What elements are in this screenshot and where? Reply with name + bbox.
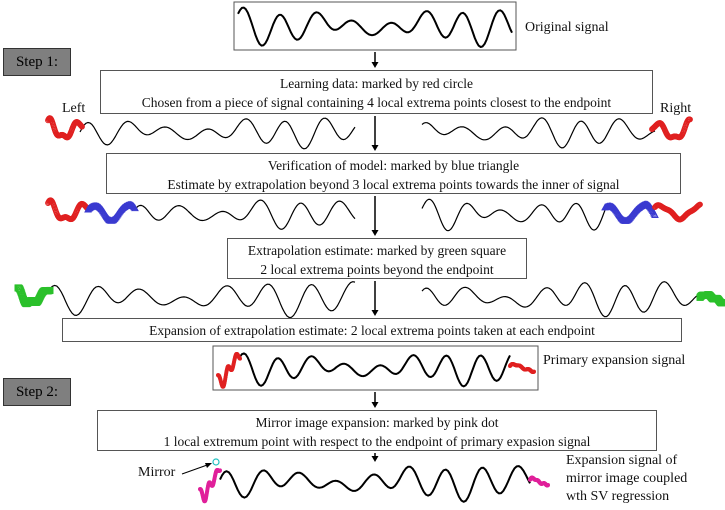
- verification-box: Verification of model: marked by blue tr…: [106, 153, 681, 194]
- primary-expansion-label: Primary expansion signal: [543, 353, 686, 368]
- step-2-label: Step 2:: [15, 384, 59, 400]
- pink-dot-marker: [218, 468, 222, 473]
- right-signal-row1: [421, 117, 656, 149]
- mirror-point-marker: [212, 458, 220, 466]
- verify-line-1: Verification of model: marked by blue tr…: [267, 158, 520, 173]
- red-circle-marker: [687, 116, 693, 123]
- primary-expansion-wave: [239, 352, 511, 388]
- mirror-expansion-box: Mirror image expansion: marked by pink d…: [97, 410, 657, 451]
- arrow-6-head: [371, 456, 379, 462]
- left-signal-row3: [47, 281, 356, 319]
- left-label: Left: [62, 101, 86, 116]
- learning-line-1: Learning data: marked by red circle: [279, 76, 474, 91]
- original-signal-wave: [237, 6, 513, 48]
- arrow-1-head: [371, 62, 379, 68]
- pink-dot-marker: [546, 483, 550, 488]
- red-dot-marker: [532, 369, 536, 374]
- mirror-line-1: Mirror image expansion: marked by pink d…: [255, 415, 499, 430]
- arrow-4-head: [371, 310, 379, 316]
- right-label: Right: [660, 101, 692, 116]
- expansion-box: Expansion of extrapolation estimate: 2 l…: [62, 318, 682, 342]
- arrow-5-head: [371, 402, 379, 408]
- red-dot-marker: [238, 356, 242, 361]
- original-signal-frame: [233, 1, 517, 51]
- verify-line-2: Estimate by extrapolation beyond 3 local…: [167, 177, 620, 192]
- arrow-3-head: [371, 230, 379, 236]
- mirror-label: Mirror: [138, 465, 176, 480]
- right-signal-row3: [421, 281, 701, 318]
- final-label-line-1: Expansion signal of: [566, 453, 678, 468]
- arrow-2-head: [371, 145, 379, 151]
- red-circle-marker: [697, 201, 703, 208]
- green-square-marker: [46, 286, 54, 294]
- extrapolation-box: Extrapolation estimate: marked by green …: [227, 238, 527, 279]
- extrap-line-2: 2 local extrema points beyond the endpoi…: [260, 262, 494, 277]
- blue-triangle-marker: [651, 211, 659, 219]
- red-circle-marker: [79, 123, 85, 130]
- mirror-line-2: 1 local extremum point with respect to t…: [163, 434, 591, 449]
- left-signal-row1: [79, 117, 356, 150]
- final-label-line-3: wth SV regression: [566, 489, 670, 504]
- blue-triangle-marker: [131, 204, 139, 212]
- green-square-marker: [718, 299, 725, 307]
- left-signal-row2: [134, 199, 356, 230]
- step-2-badge: Step 2:: [3, 378, 71, 406]
- step-1-badge: Step 1:: [3, 48, 71, 76]
- final-label-line-2: mirror image coupled: [566, 471, 688, 486]
- step-1-label: Step 1:: [15, 54, 59, 70]
- learning-data-box: Learning data: marked by red circle Chos…: [100, 70, 653, 114]
- right-signal-row2: [421, 198, 606, 232]
- mirror-pointer-line: [181, 463, 211, 475]
- original-signal-label: Original signal: [525, 20, 609, 35]
- learning-line-2: Chosen from a piece of signal containing…: [141, 95, 612, 110]
- final-expansion-wave: [219, 465, 531, 503]
- expansion-line: Expansion of extrapolation estimate: 2 l…: [149, 323, 595, 338]
- mirror-pointer-head: [205, 463, 212, 468]
- extrap-line-1: Extrapolation estimate: marked by green …: [247, 243, 507, 258]
